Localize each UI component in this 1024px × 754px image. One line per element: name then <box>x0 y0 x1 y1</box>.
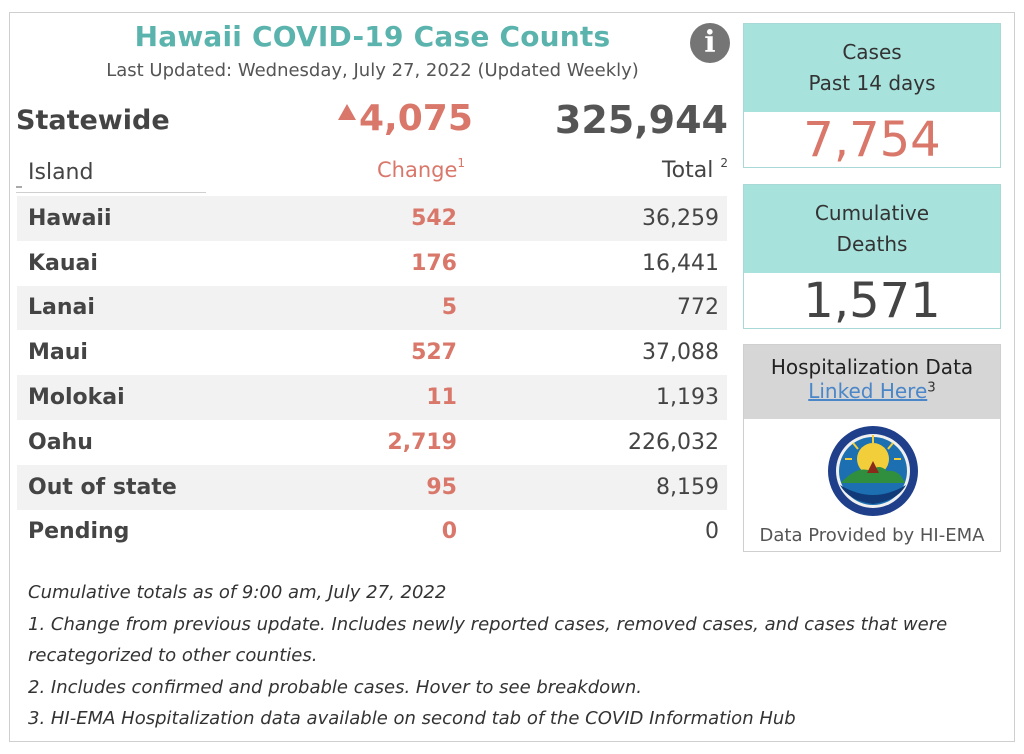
deaths-card-line2: Deaths <box>836 232 908 256</box>
hospitalization-panel: Hospitalization Data Linked Here3 Data P… <box>743 344 1001 552</box>
hospitalization-title: Hospitalization Data <box>770 355 974 379</box>
increase-arrow-icon <box>338 104 356 120</box>
island-total: 0 <box>705 519 719 545</box>
cases-card-line1: Cases <box>842 40 902 64</box>
hospitalization-link[interactable]: Linked Here <box>808 379 928 403</box>
island-total: 226,032 <box>628 429 719 455</box>
page-title: Hawaii COVID-19 Case Counts <box>134 20 611 53</box>
island-total: 36,259 <box>642 205 719 231</box>
deaths-card-line1: Cumulative <box>814 201 930 225</box>
island-change: 95 <box>426 474 457 500</box>
hospitalization-header: Hospitalization Data Linked Here3 <box>744 345 1000 419</box>
cases-14-days-value: 7,754 <box>803 112 941 168</box>
island-total: 772 <box>677 295 719 321</box>
footnote-2: 2. Includes confirmed and probable cases… <box>28 676 643 698</box>
island-name: Kauai <box>28 250 98 276</box>
data-provider-note: Data Provided by HI-EMA <box>759 525 985 546</box>
hi-ema-seal-icon <box>828 426 918 516</box>
island-name: Pending <box>28 519 130 545</box>
cases-14-days-card[interactable]: Cases Past 14 days 7,754 <box>743 23 1001 168</box>
footnote-cumulative: Cumulative totals as of 9:00 am, July 27… <box>28 582 447 603</box>
table-row[interactable]: Kauai 176 16,441 <box>17 241 727 286</box>
table-row[interactable]: Hawaii 542 36,259 <box>17 196 727 241</box>
table-row[interactable]: Lanai 5 772 <box>17 285 727 331</box>
column-header-total: Total 2 <box>661 156 728 183</box>
statewide-total[interactable]: 325,944 <box>554 98 728 142</box>
footnote-3: 3. HI-EMA Hospitalization data available… <box>28 708 796 729</box>
table-row[interactable]: Pending 0 0 <box>17 510 727 555</box>
island-name: Molokai <box>28 385 125 411</box>
footnotes: Cumulative totals as of 9:00 am, July 27… <box>28 577 998 735</box>
island-change: 542 <box>411 205 457 231</box>
cumulative-deaths-value: 1,571 <box>803 273 941 329</box>
island-total: 8,159 <box>656 474 719 500</box>
last-updated: Last Updated: Wednesday, July 27, 2022 (… <box>106 60 639 81</box>
island-table: Hawaii 542 36,259 Kauai 176 16,441 Lanai… <box>17 196 727 554</box>
column-header-change: Change1 <box>377 156 466 182</box>
island-name: Maui <box>28 340 88 366</box>
island-change: 527 <box>411 340 457 366</box>
header-divider <box>16 192 206 193</box>
info-icon[interactable]: i <box>690 23 730 63</box>
island-total: 37,088 <box>642 340 719 366</box>
table-row[interactable]: Oahu 2,719 226,032 <box>17 420 727 465</box>
island-change: 5 <box>441 295 457 321</box>
cumulative-deaths-card[interactable]: Cumulative Deaths 1,571 <box>743 184 1001 329</box>
table-row[interactable]: Maui 527 37,088 <box>17 330 727 375</box>
deaths-card-header: Cumulative Deaths <box>744 185 1000 273</box>
cases-card-line2: Past 14 days <box>808 71 936 95</box>
table-row[interactable]: Molokai 11 1,193 <box>17 375 727 420</box>
cases-card-header: Cases Past 14 days <box>744 24 1000 112</box>
island-total: 16,441 <box>642 250 719 276</box>
footnote-1: 1. Change from previous update. Includes… <box>28 613 948 667</box>
statewide-label: Statewide <box>16 105 170 136</box>
header-tick <box>16 186 22 188</box>
island-change: 2,719 <box>387 429 457 455</box>
island-total: 1,193 <box>656 385 719 411</box>
island-change: 11 <box>426 385 457 411</box>
column-header-island: Island <box>28 160 94 185</box>
island-change: 176 <box>411 250 457 276</box>
hospitalization-link-sup: 3 <box>927 380 936 396</box>
island-name: Out of state <box>28 474 177 500</box>
table-row[interactable]: Out of state 95 8,159 <box>17 464 727 510</box>
island-name: Hawaii <box>28 205 112 231</box>
statewide-change[interactable]: 4,075 <box>359 98 473 139</box>
island-name: Lanai <box>28 295 95 321</box>
island-change: 0 <box>441 519 457 545</box>
island-name: Oahu <box>28 429 93 455</box>
